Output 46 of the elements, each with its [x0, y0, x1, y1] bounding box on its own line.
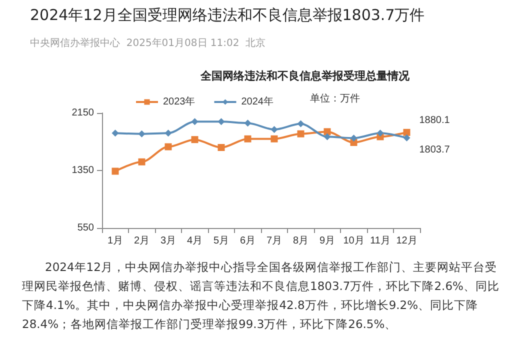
x-tick-label: 5月: [213, 236, 230, 246]
point: [350, 134, 358, 142]
legend-label: 2024年: [241, 96, 274, 108]
legend-label: 2023年: [163, 96, 196, 108]
point: [112, 168, 119, 175]
chart-title: 2024年12月全国受理网络违法和不良信息举报1803.7万件: [30, 6, 425, 25]
point: [191, 136, 198, 144]
y-tick-label: 2150: [72, 108, 94, 118]
point: [164, 130, 172, 137]
chart-subtitle: 中央网信办举报中心 2025年01月08日 11:02 北京: [30, 36, 266, 50]
point: [218, 118, 225, 126]
point: [138, 130, 146, 138]
y-axis-title: 单位：万件: [310, 92, 360, 104]
point: [376, 130, 384, 137]
x-tick-label: 3月: [160, 236, 176, 246]
text: 2024年12月，中央网信办举报中心指导全国各级网信举报工作部门、主要网站平台受理网民举报色情、赌博、侵权、谣言等违法和不良信息1803.7万件，环比下降2.6%、同比下降4.1%。其中，中央网信办举报中心受理举报42.8万件，环比增长9.2%、同比下降28.4%；各地网信举报工作部门受理举报99.3万件，环比下降26.5%、: [22, 259, 500, 333]
x-tick-label: 8月: [292, 236, 309, 246]
x-tick-label: 6月: [240, 236, 256, 246]
point: [324, 133, 331, 140]
y-tick-label: 550: [77, 222, 94, 234]
point: [112, 130, 119, 137]
point: [324, 128, 331, 136]
x-tick-label: 2月: [134, 236, 150, 246]
y-tick-label: 1350: [72, 165, 94, 176]
point: [218, 144, 225, 151]
text: 全国网络违法和不良信息举报受理总量情况: [200, 70, 410, 82]
point: [297, 120, 304, 128]
point: [297, 130, 304, 138]
point: [244, 135, 252, 142]
x-tick-label: 10月: [343, 236, 364, 246]
point: [270, 135, 278, 142]
x-tick-label: 9月: [319, 236, 336, 246]
x-tick-label: 11月: [370, 236, 390, 246]
x-tick-label: 12月: [396, 236, 418, 246]
point: [403, 128, 410, 136]
point: [138, 158, 146, 166]
point: [270, 126, 278, 134]
data-label: 1803.7: [419, 144, 450, 156]
x-tick-label: 1月: [107, 236, 124, 246]
point: [191, 118, 198, 126]
point: [244, 120, 252, 127]
point: [403, 134, 410, 142]
x-tick-label: 7月: [266, 236, 282, 246]
point: [164, 143, 172, 150]
x-tick-label: 4月: [186, 236, 203, 246]
data-label: 1880.1: [419, 114, 450, 126]
